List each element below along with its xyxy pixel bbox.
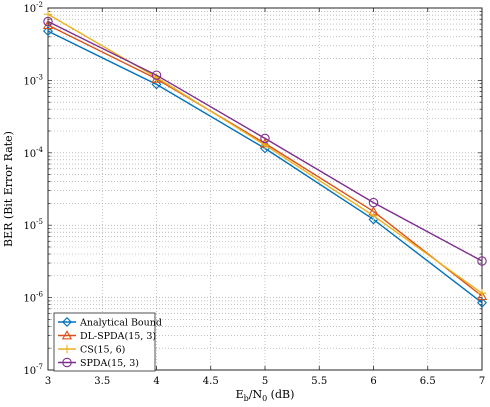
series-3 bbox=[43, 16, 487, 266]
legend-item: Analytical Bound bbox=[58, 317, 162, 329]
x-tick-label: 5 bbox=[262, 376, 268, 387]
legend-marker bbox=[61, 330, 73, 340]
data-point bbox=[477, 297, 487, 308]
data-point bbox=[369, 211, 378, 220]
legend: Analytical Bound DL-SPDA(15, 3) CS(15, 6) S… bbox=[53, 312, 162, 372]
legend-marker bbox=[62, 317, 72, 327]
series-2 bbox=[43, 10, 487, 298]
legend-label: DL-SPDA(15, 3) bbox=[80, 331, 156, 342]
legend-item: DL-SPDA(15, 3) bbox=[58, 330, 156, 342]
data-point bbox=[151, 79, 162, 90]
x-tick-label: 3 bbox=[45, 376, 51, 387]
data-point bbox=[476, 290, 488, 300]
legend-marker bbox=[62, 344, 72, 354]
series-line bbox=[47, 20, 483, 262]
x-axis-label: Eb/N0 (dB) bbox=[236, 388, 295, 403]
y-tick-label: 10-7 bbox=[23, 363, 43, 377]
x-tick-label: 3.5 bbox=[94, 376, 110, 387]
data-point bbox=[477, 289, 487, 298]
data-point bbox=[368, 197, 379, 208]
data-point bbox=[151, 70, 162, 80]
x-tick-label: 5.5 bbox=[311, 376, 327, 387]
y-tick-label: 10-4 bbox=[23, 146, 43, 160]
legend-label: SPDA(15, 3) bbox=[80, 358, 139, 369]
y-tick-label: 10-5 bbox=[23, 218, 43, 232]
data-point bbox=[43, 26, 53, 37]
x-tick-label: 6 bbox=[370, 376, 376, 387]
x-tick-label: 7 bbox=[479, 376, 485, 387]
legend-item: CS(15, 6) bbox=[58, 345, 125, 356]
series-layer bbox=[42, 10, 488, 308]
y-tick-label: 10-3 bbox=[23, 73, 43, 87]
data-point bbox=[42, 19, 54, 30]
data-point bbox=[43, 16, 53, 27]
x-tick-label: 4 bbox=[153, 376, 159, 387]
y-tick-label: 10-6 bbox=[23, 291, 43, 305]
axis-tick-labels: 3 3.5 4 4.5 5 5.5 6 6.5 7 10-7 10-6 10-5 10-4 10-3 10-… bbox=[23, 1, 485, 387]
y-axis-label: BER (Bit Error Rate) bbox=[2, 131, 15, 247]
grid bbox=[48, 8, 482, 370]
legend-marker bbox=[62, 357, 72, 368]
legend-label: CS(15, 6) bbox=[80, 345, 125, 356]
x-tick-label: 4.5 bbox=[203, 376, 219, 387]
legend-label: Analytical Bound bbox=[79, 318, 162, 329]
legend-item: SPDA(15, 3) bbox=[58, 357, 139, 369]
y-tick-label: 10-2 bbox=[23, 1, 43, 15]
data-point bbox=[260, 133, 270, 144]
x-tick-label: 6.5 bbox=[420, 376, 436, 387]
data-point bbox=[477, 256, 487, 266]
